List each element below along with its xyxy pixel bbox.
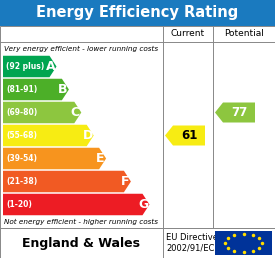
- Bar: [0, 26, 275, 228]
- Polygon shape: [3, 56, 56, 77]
- Bar: [0, 0, 275, 26]
- Text: England & Wales: England & Wales: [23, 237, 141, 249]
- Text: (69-80): (69-80): [6, 108, 37, 117]
- Text: Not energy efficient - higher running costs: Not energy efficient - higher running co…: [4, 219, 158, 225]
- Text: 2002/91/EC: 2002/91/EC: [166, 244, 214, 253]
- Bar: [215, 231, 272, 255]
- Text: D: D: [82, 129, 93, 142]
- Polygon shape: [3, 171, 131, 192]
- Bar: [0, 228, 275, 258]
- Text: (55-68): (55-68): [6, 131, 37, 140]
- Text: B: B: [58, 83, 68, 96]
- Text: (21-38): (21-38): [6, 177, 37, 186]
- Polygon shape: [3, 125, 94, 146]
- Text: 61: 61: [181, 129, 197, 142]
- Text: E: E: [96, 152, 104, 165]
- Text: 77: 77: [231, 106, 247, 119]
- Text: A: A: [46, 60, 55, 73]
- Polygon shape: [3, 194, 150, 215]
- Polygon shape: [165, 125, 205, 146]
- Text: EU Directive: EU Directive: [166, 233, 218, 243]
- Text: C: C: [71, 106, 80, 119]
- Polygon shape: [3, 79, 69, 100]
- Text: Current: Current: [171, 29, 205, 38]
- Polygon shape: [215, 102, 255, 123]
- Text: Very energy efficient - lower running costs: Very energy efficient - lower running co…: [4, 45, 158, 52]
- Text: (92 plus): (92 plus): [6, 62, 44, 71]
- Text: (1-20): (1-20): [6, 200, 32, 209]
- Text: Energy Efficiency Rating: Energy Efficiency Rating: [36, 5, 239, 20]
- Text: F: F: [121, 175, 129, 188]
- Polygon shape: [3, 148, 106, 169]
- Text: Potential: Potential: [224, 29, 264, 38]
- Text: (39-54): (39-54): [6, 154, 37, 163]
- Polygon shape: [3, 102, 81, 123]
- Text: (81-91): (81-91): [6, 85, 37, 94]
- Text: G: G: [138, 198, 148, 211]
